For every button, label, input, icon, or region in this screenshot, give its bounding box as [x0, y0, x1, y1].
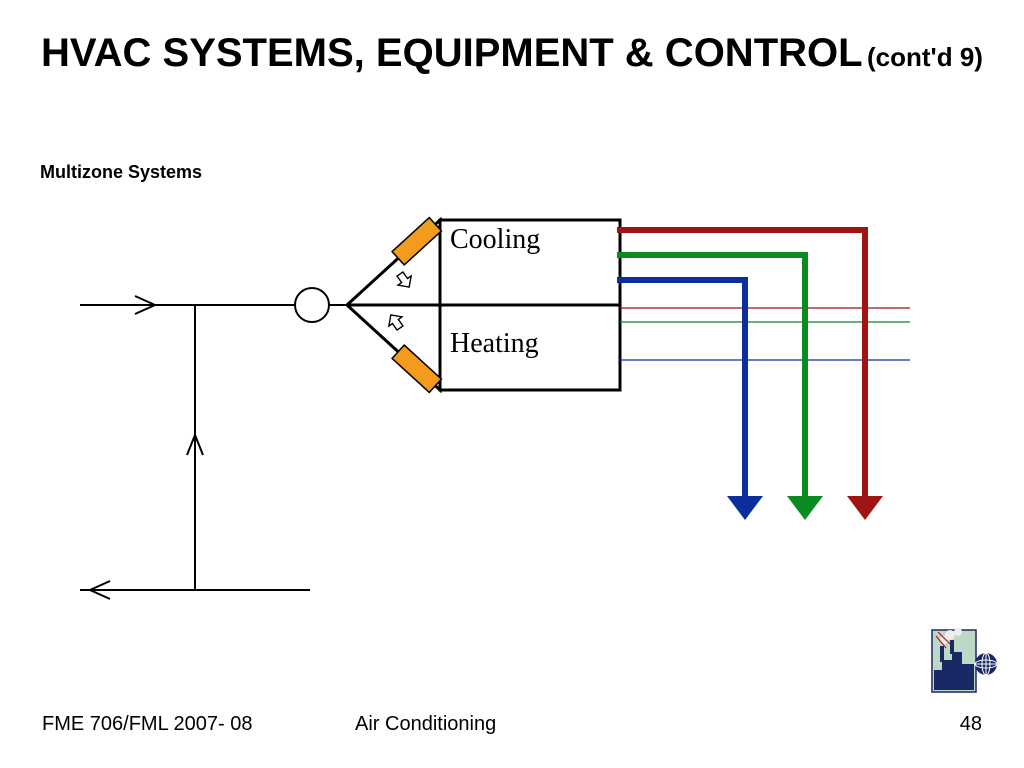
slide-logo	[928, 626, 1000, 698]
cooling-label: Cooling	[450, 224, 540, 256]
footer-left: FME 706/FML 2007- 08	[42, 713, 252, 736]
footer-center: Air Conditioning	[355, 713, 496, 736]
title-suffix: (cont'd 9)	[867, 42, 983, 72]
diagram-svg	[40, 200, 980, 620]
title-main: HVAC SYSTEMS, EQUIPMENT & CONTROL	[41, 31, 863, 75]
multizone-diagram: Cooling Heating	[40, 200, 980, 620]
heating-label: Heating	[450, 328, 539, 360]
logo-svg	[928, 626, 1000, 698]
footer-page: 48	[960, 713, 982, 736]
slide-title: HVAC SYSTEMS, EQUIPMENT & CONTROL (cont'…	[0, 28, 1024, 78]
subtitle: Multizone Systems	[40, 162, 202, 183]
